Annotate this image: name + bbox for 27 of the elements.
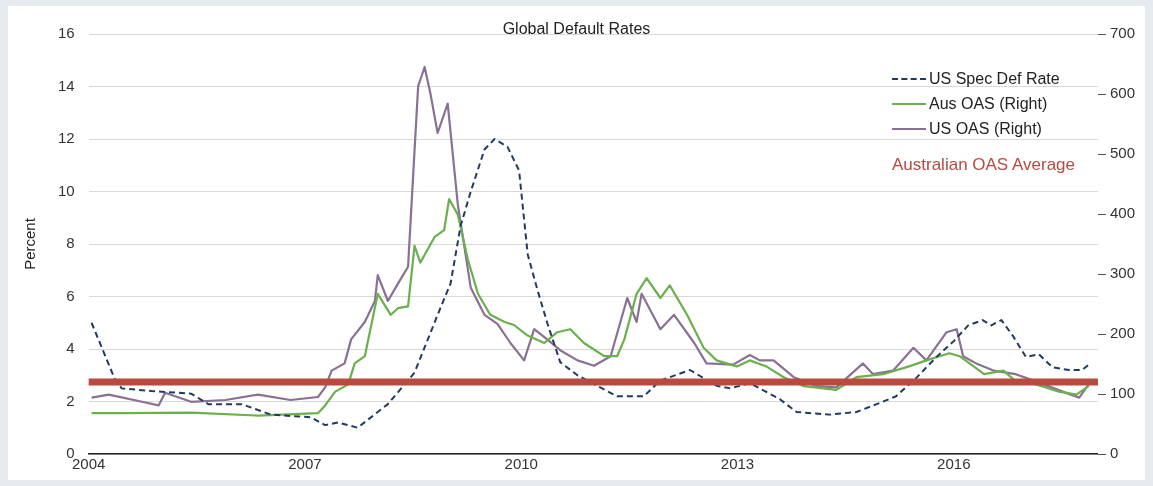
y-tick-label: 12 [58,129,75,147]
y-tick-label: 10 [58,181,75,199]
y-tick-label: 16 [58,24,75,42]
y2-tick-label: 0 [1109,444,1119,462]
y2-tick-label: 400 [1109,204,1135,222]
y-tick-label: 14 [58,76,75,94]
y2-tick-label: 700 [1109,24,1135,42]
y-tick-label: 8 [66,234,75,252]
chart-title: Global Default Rates [502,20,651,37]
y-axis-title: Percent [21,217,39,270]
x-tick-label: 2016 [937,455,971,473]
x-tick-label: 2007 [288,455,322,473]
line-series [90,138,1090,429]
legend-label: US OAS (Right) [928,119,1042,138]
legend-label: US Spec Def Rate [928,69,1060,88]
y-tick-label: 6 [66,286,75,304]
y2-tick-label: 200 [1109,324,1135,342]
y-tick-label: 2 [66,391,75,409]
y2-tick-label: 500 [1109,144,1135,162]
legend-label: Aus OAS (Right) [928,94,1048,113]
x-tick-label: 2013 [720,455,755,473]
y-tick-label: 4 [66,339,75,357]
y2-tick-label: 100 [1109,384,1135,402]
y2-tick-label: 600 [1109,84,1135,102]
ref-line-label: Australian OAS Average [891,155,1075,175]
y2-tick-label: 300 [1109,264,1135,282]
x-tick-label: 2010 [504,455,538,473]
